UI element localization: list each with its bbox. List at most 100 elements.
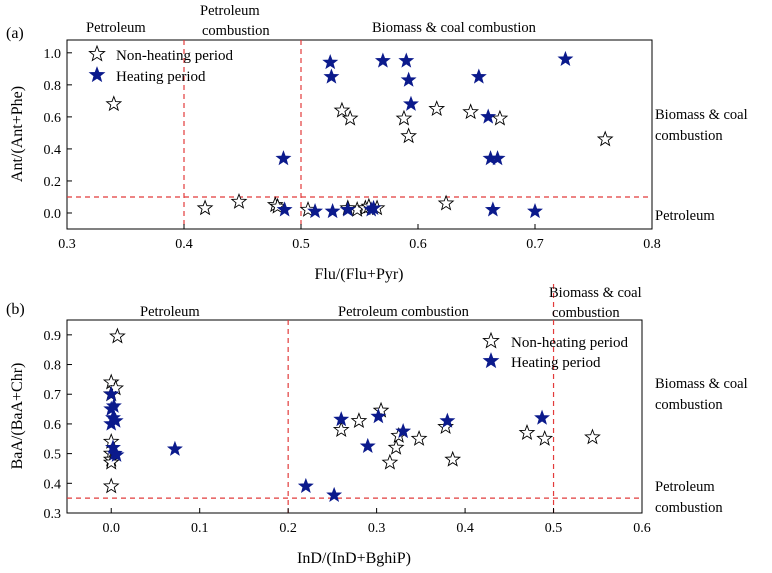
heating-point: [166, 440, 183, 456]
panel-b-points: [102, 327, 601, 502]
panel-b-legend-filled-star-icon: [482, 352, 500, 369]
non-heating-point: [107, 379, 125, 396]
x-tick-label: 0.3: [58, 237, 76, 252]
heating-point: [326, 486, 343, 502]
non-heating-point: [332, 421, 350, 437]
panel-a-x-axis: 0.3 0.4 0.5 0.6 0.7 0.8: [58, 224, 661, 252]
non-heating-point: [196, 199, 214, 216]
non-heating-point: [491, 109, 509, 126]
y-tick-label: 0.6: [44, 111, 62, 126]
heating-point: [557, 50, 574, 66]
heating-point: [480, 108, 497, 124]
y-tick-label: 0.8: [44, 79, 62, 94]
non-heating-point: [230, 192, 248, 209]
panel-b-legend: Non-heating period Heating period: [482, 331, 629, 371]
y-tick-label: 0.2: [44, 175, 62, 190]
heating-point: [400, 71, 417, 87]
heating-point: [307, 203, 323, 219]
x-tick-label: 0.5: [545, 521, 563, 536]
non-heating-point: [109, 327, 126, 344]
non-heating-point: [105, 95, 123, 112]
x-tick-label: 0.5: [292, 237, 310, 252]
panel-a-region-petroleum-combustion-line1: Petroleum: [200, 3, 260, 19]
panel-a-y-axis: 0.0 0.2 0.4 0.6 0.8 1.0: [44, 47, 72, 222]
heating-point: [108, 446, 125, 462]
non-heating-point: [596, 130, 614, 147]
heating-point: [276, 201, 293, 217]
panel-b-legend-non-heating: Non-heating period: [511, 335, 629, 351]
panel-a-region-petroleum-combustion-line2: combustion: [202, 23, 270, 39]
heating-point: [403, 95, 419, 111]
heating-point: [398, 52, 415, 68]
heating-point: [395, 422, 412, 439]
heating-point: [439, 412, 456, 428]
panel-a-label: (a): [6, 25, 24, 42]
x-tick-label: 0.0: [102, 521, 120, 536]
non-heating-point: [428, 100, 446, 116]
panel-b-legend-heating: Heating period: [511, 355, 601, 371]
heating-point: [359, 437, 376, 453]
x-tick-label: 0.1: [191, 521, 209, 536]
non-heating-point: [333, 101, 351, 118]
panel-b-right-biomass-line2: combustion: [655, 397, 723, 413]
panel-b-region-petroleum-combustion: Petroleum combustion: [338, 304, 470, 320]
heating-point: [484, 201, 501, 217]
panel-b-right-biomass-line1: Biomass & coal: [655, 376, 748, 392]
heating-point: [322, 54, 339, 70]
panel-b-top-biomass-line2: combustion: [552, 305, 620, 321]
non-heating-point: [444, 450, 462, 467]
panel-b-y-axis-label: BaA/(BaA+Chr): [9, 363, 26, 470]
heating-point: [365, 199, 382, 215]
panel-b-x-axis-label: InD/(InD+BghiP): [297, 550, 411, 567]
x-tick-label: 0.2: [279, 521, 297, 536]
non-heating-point: [102, 477, 120, 494]
panel-a-legend: Non-heating period Heating period: [88, 44, 234, 85]
panel-b-x-axis: 0.0 0.1 0.2 0.3 0.4 0.5 0.6: [102, 508, 651, 536]
heating-point: [374, 52, 391, 68]
non-heating-point: [584, 428, 601, 445]
y-tick-label: 0.4: [44, 143, 62, 158]
heating-point: [527, 203, 543, 219]
y-tick-label: 0.5: [44, 448, 62, 463]
y-tick-label: 0.0: [44, 207, 62, 222]
panel-b-legend-open-star-icon: [482, 331, 500, 349]
panel-a-legend-filled-star-icon: [88, 66, 106, 83]
y-tick-label: 0.4: [44, 477, 62, 492]
heating-point: [107, 412, 124, 428]
non-heating-point: [350, 412, 368, 429]
heating-point: [333, 411, 350, 427]
panel-a-right-biomass-line2: combustion: [655, 128, 723, 144]
heating-point: [105, 397, 122, 413]
heating-point: [297, 477, 314, 494]
x-tick-label: 0.6: [409, 237, 427, 252]
panel-b-top-biomass-line1: Biomass & coal: [549, 285, 642, 301]
non-heating-point: [536, 429, 554, 446]
heating-point: [339, 201, 356, 217]
panel-b-region-petroleum: Petroleum: [140, 304, 200, 320]
non-heating-point: [400, 127, 417, 144]
heating-point: [323, 68, 340, 84]
panel-a-legend-heating: Heating period: [116, 69, 206, 85]
non-heating-point: [102, 453, 120, 470]
panel-a-region-petroleum: Petroleum: [86, 20, 146, 36]
heating-point: [324, 203, 341, 219]
y-tick-label: 0.9: [44, 329, 62, 344]
heating-point: [275, 150, 292, 166]
panel-a-legend-open-star-icon: [88, 44, 106, 62]
x-tick-label: 0.6: [633, 521, 651, 536]
panel-a-points: [105, 50, 614, 219]
x-tick-label: 0.7: [526, 237, 544, 252]
y-tick-label: 1.0: [44, 47, 62, 62]
non-heating-point: [269, 197, 286, 214]
panel-a-region-biomass-coal: Biomass & coal combustion: [372, 20, 537, 36]
non-heating-point: [395, 109, 413, 126]
heating-point: [489, 150, 506, 166]
panel-a-right-biomass-line1: Biomass & coal: [655, 107, 748, 123]
y-tick-label: 0.7: [44, 388, 62, 403]
panel-a-plot-frame: [66, 39, 653, 230]
panel-a: (a) 0.3 0.4 0.5 0.6 0.7 0.8 0.0 0.2 0.4 0.6 0.8 1.…: [6, 3, 748, 283]
panel-b-label: (b): [6, 301, 25, 318]
panel-b-right-petroleum-line1: Petroleum: [655, 479, 715, 495]
panel-b: (b) 0.0 0.1 0.2 0.3 0.4 0.5 0.6 0.30.40.50.60.…: [6, 284, 748, 567]
